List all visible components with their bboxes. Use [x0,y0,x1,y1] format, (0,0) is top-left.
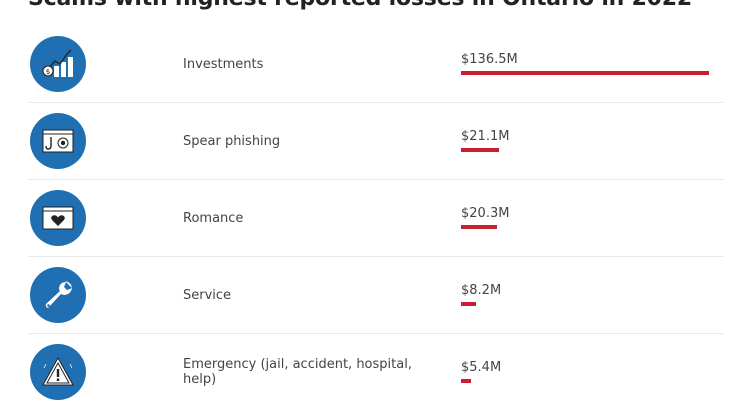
value-bar [461,71,709,75]
value-bar [461,302,476,306]
investment-chart-icon: $ [30,36,86,92]
romance-heart-icon [30,190,86,246]
category-label: Investments [183,56,264,72]
list-item-romance: Romance $20.3M [28,180,724,257]
category-label: Emergency (jail, accident, hospital, hel… [183,357,412,387]
list-item-service: Service $8.2M [28,257,724,334]
value-label: $8.2M [461,283,502,298]
chart-title: Scams with highest reported losses in On… [28,0,692,11]
value-label: $5.4M [461,360,502,375]
list-item-investments: $ Investments $136.5M [28,26,724,103]
warning-triangle-icon [30,344,86,400]
category-label: Spear phishing [183,133,281,149]
list-item-spear-phishing: Spear phishing $21.1M [28,103,724,180]
category-label: Romance [183,210,244,226]
value-label: $21.1M [461,129,510,144]
wrench-icon [30,267,86,323]
category-label: Service [183,287,232,303]
value-bar [461,148,499,152]
value-bar [461,379,471,383]
list-item-emergency: Emergency (jail, accident, hospital, hel… [28,334,724,410]
scam-loss-list: $ Investments $136.5M Spear phishing $21… [28,26,724,410]
value-label: $136.5M [461,52,518,67]
value-bar [461,225,497,229]
phishing-hook-icon [30,113,86,169]
value-label: $20.3M [461,206,510,221]
svg-text:$: $ [46,68,50,76]
